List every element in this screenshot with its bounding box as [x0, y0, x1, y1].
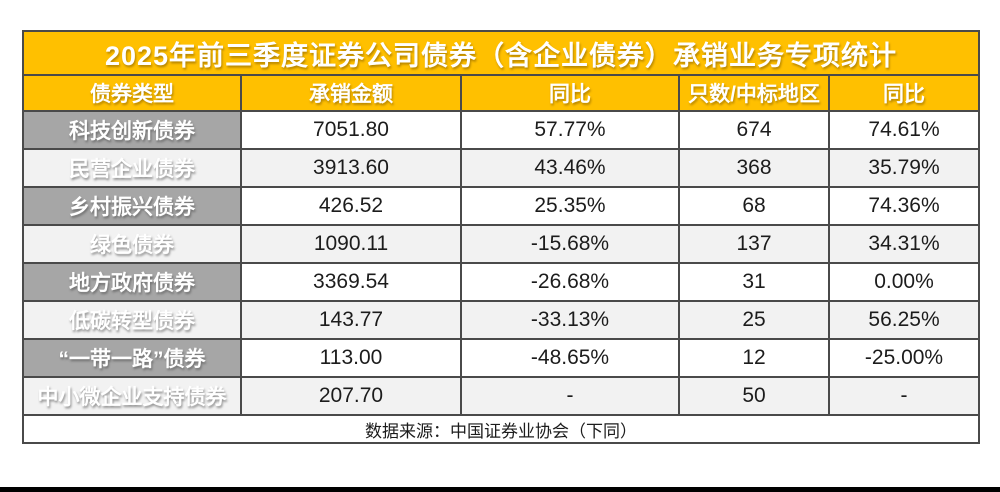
table-row: 民营企业债券 3913.60 43.46% 368 35.79%: [22, 148, 981, 188]
table-row: 科技创新债券 7051.80 57.77% 674 74.61%: [22, 110, 981, 150]
cell-bond-type: “一带一路”债券: [22, 338, 242, 378]
header-row: 债券类型 承销金额 同比 只数/中标地区 同比: [22, 74, 981, 112]
bond-underwriting-table: 2025年前三季度证券公司债券（含企业债券）承销业务专项统计 债券类型 承销金额…: [21, 30, 981, 444]
cell-bond-type: 中小微企业支持债券: [22, 376, 242, 416]
cell-amount-yoy: -15.68%: [460, 224, 680, 264]
cell-count-yoy: 34.31%: [827, 224, 981, 264]
cell-amount-yoy: 25.35%: [460, 186, 680, 226]
cell-amount: 7051.80: [240, 110, 462, 150]
cell-count-yoy: 74.61%: [827, 110, 981, 150]
column-header-amount-yoy: 同比: [460, 74, 680, 112]
cell-amount-yoy: 43.46%: [460, 148, 680, 188]
cell-count-yoy: 35.79%: [827, 148, 981, 188]
cell-count: 31: [678, 262, 830, 302]
cell-amount: 1090.11: [240, 224, 462, 264]
cell-count: 12: [678, 338, 830, 378]
cell-bond-type: 乡村振兴债券: [22, 186, 242, 226]
table-row: “一带一路”债券 113.00 -48.65% 12 -25.00%: [22, 338, 981, 378]
cell-bond-type: 民营企业债券: [22, 148, 242, 188]
cell-count-yoy: 56.25%: [827, 300, 981, 340]
data-source-note: 数据来源：中国证券业协会（下同）: [21, 414, 981, 444]
cell-count-yoy: 0.00%: [827, 262, 981, 302]
cell-amount: 426.52: [240, 186, 462, 226]
cell-count: 137: [678, 224, 830, 264]
cell-amount-yoy: -26.68%: [460, 262, 680, 302]
cell-amount: 3913.60: [240, 148, 462, 188]
column-header-amount: 承销金额: [240, 74, 462, 112]
cell-amount-yoy: 57.77%: [460, 110, 680, 150]
cell-amount: 143.77: [240, 300, 462, 340]
cell-bond-type: 低碳转型债券: [22, 300, 242, 340]
cell-bond-type: 绿色债券: [22, 224, 242, 264]
column-header-count: 只数/中标地区: [678, 74, 830, 112]
cell-bond-type: 地方政府债券: [22, 262, 242, 302]
bottom-black-bar: [0, 487, 1000, 492]
title-row: 2025年前三季度证券公司债券（含企业债券）承销业务专项统计: [21, 30, 981, 76]
table-title: 2025年前三季度证券公司债券（含企业债券）承销业务专项统计: [21, 30, 981, 76]
cell-amount-yoy: -: [460, 376, 680, 416]
cell-amount: 3369.54: [240, 262, 462, 302]
cell-count-yoy: 74.36%: [827, 186, 981, 226]
cell-amount-yoy: -33.13%: [460, 300, 680, 340]
table-row: 乡村振兴债券 426.52 25.35% 68 74.36%: [22, 186, 981, 226]
table-row: 地方政府债券 3369.54 -26.68% 31 0.00%: [22, 262, 981, 302]
cell-bond-type: 科技创新债券: [22, 110, 242, 150]
cell-amount: 113.00: [240, 338, 462, 378]
cell-count-yoy: -: [827, 376, 981, 416]
cell-count: 50: [678, 376, 830, 416]
cell-count: 674: [678, 110, 830, 150]
cell-amount-yoy: -48.65%: [460, 338, 680, 378]
cell-count-yoy: -25.00%: [827, 338, 981, 378]
cell-count: 368: [678, 148, 830, 188]
source-row: 数据来源：中国证券业协会（下同）: [21, 414, 981, 444]
cell-count: 68: [678, 186, 830, 226]
column-header-bond-type: 债券类型: [22, 74, 242, 112]
column-header-count-yoy: 同比: [827, 74, 981, 112]
table-row: 低碳转型债券 143.77 -33.13% 25 56.25%: [22, 300, 981, 340]
table-row: 中小微企业支持债券 207.70 - 50 -: [22, 376, 981, 416]
cell-count: 25: [678, 300, 830, 340]
table-row: 绿色债券 1090.11 -15.68% 137 34.31%: [22, 224, 981, 264]
cell-amount: 207.70: [240, 376, 462, 416]
